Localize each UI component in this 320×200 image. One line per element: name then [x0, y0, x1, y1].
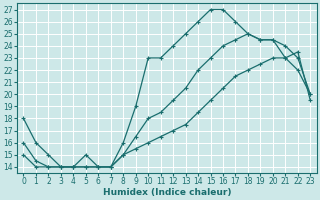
X-axis label: Humidex (Indice chaleur): Humidex (Indice chaleur): [103, 188, 231, 197]
